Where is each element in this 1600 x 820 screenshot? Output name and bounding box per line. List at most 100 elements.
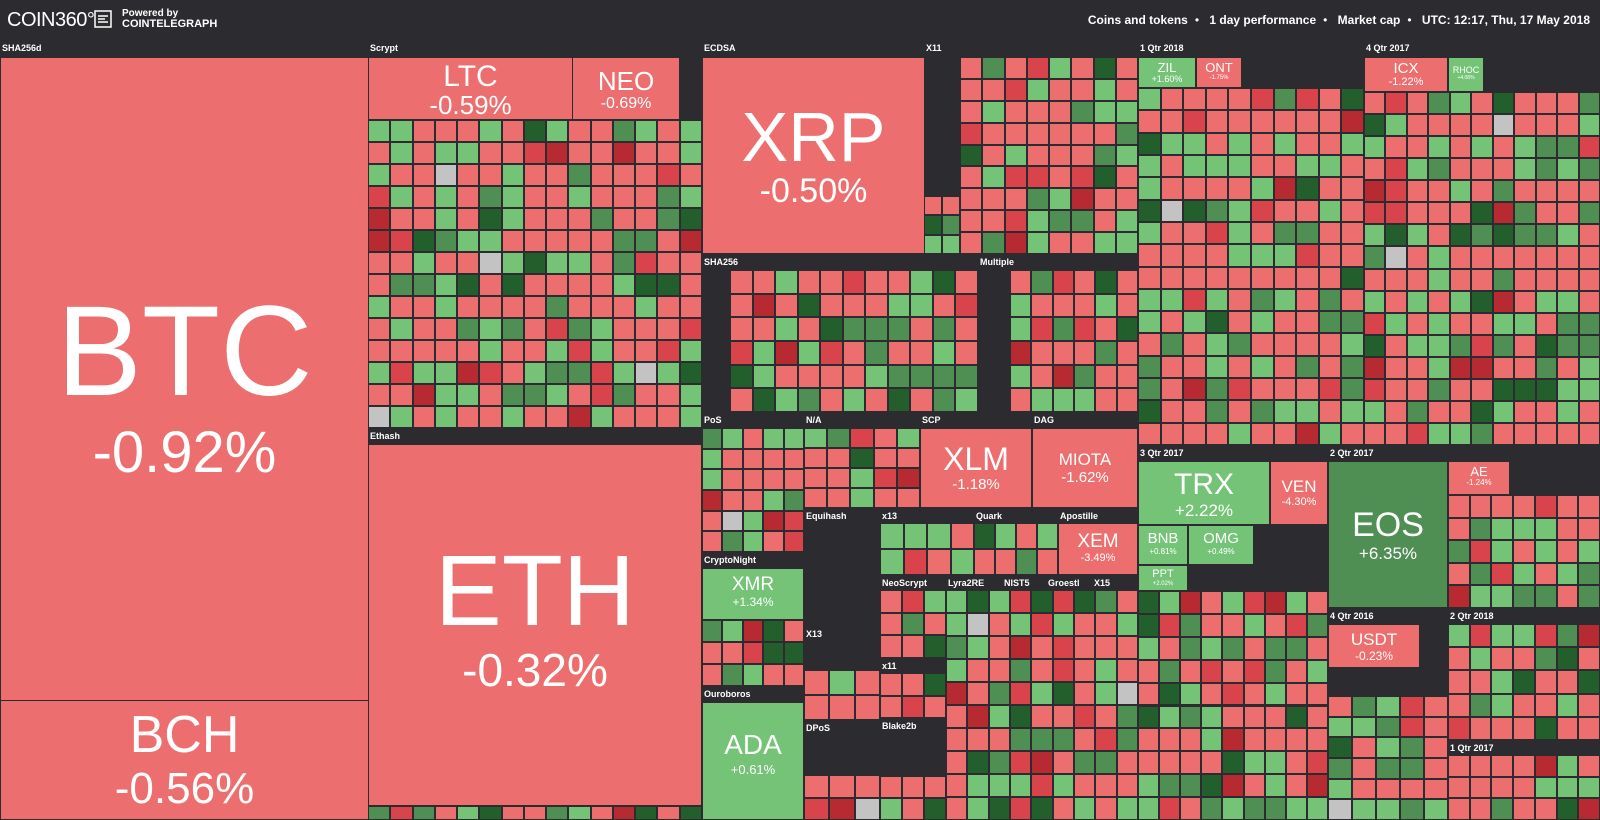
coin-cell[interactable]: [1469, 624, 1492, 648]
coin-cell[interactable]: [1074, 388, 1096, 412]
coin-cell[interactable]: [390, 274, 413, 296]
coin-cell[interactable]: [1201, 774, 1223, 798]
coin-cell[interactable]: [368, 406, 391, 428]
coin-cell[interactable]: [775, 388, 798, 412]
coin-cell[interactable]: [896, 448, 920, 468]
coin-cell[interactable]: [1341, 311, 1364, 334]
coin-cell[interactable]: [1031, 728, 1053, 751]
coin-cell[interactable]: [1448, 693, 1470, 717]
coin-cell[interactable]: [1535, 378, 1558, 401]
coin-cell[interactable]: [1115, 232, 1138, 254]
coin-cell[interactable]: [546, 384, 569, 406]
coin-cell[interactable]: [1228, 311, 1251, 334]
coin-cell[interactable]: [1471, 136, 1493, 159]
coin-cell[interactable]: [1514, 114, 1536, 137]
coin-cell[interactable]: [829, 797, 855, 820]
coin-cell[interactable]: [1534, 670, 1557, 694]
coin-cell[interactable]: [1296, 154, 1319, 178]
coin-cell[interactable]: [942, 196, 960, 216]
coin-cell[interactable]: [1471, 400, 1493, 423]
coin-cell[interactable]: [1180, 636, 1202, 660]
coin-cell[interactable]: [590, 340, 613, 362]
coin-cell[interactable]: [1159, 797, 1181, 820]
coin-cell[interactable]: [1205, 88, 1229, 111]
coin-cell[interactable]: [1205, 199, 1229, 222]
coin-cell[interactable]: [967, 636, 989, 659]
coin-cell[interactable]: [763, 469, 784, 490]
coin-cell[interactable]: [612, 208, 636, 230]
coin-cell[interactable]: [523, 806, 547, 820]
coin-cell[interactable]: [1243, 613, 1265, 637]
coin-cell[interactable]: [842, 364, 866, 389]
coin-cell[interactable]: [722, 490, 743, 511]
coin-cell[interactable]: [820, 388, 843, 412]
coin-cell[interactable]: [1049, 232, 1072, 254]
coin-cell[interactable]: [1095, 613, 1117, 636]
coin-cell[interactable]: [950, 549, 974, 575]
coin-tile-eth[interactable]: ETH -0.32%: [368, 444, 702, 806]
coin-cell[interactable]: [752, 341, 776, 365]
coin-cell[interactable]: [702, 620, 723, 642]
coin-cell[interactable]: [804, 797, 830, 820]
coin-cell[interactable]: [1491, 670, 1514, 694]
coin-cell[interactable]: [1201, 591, 1223, 614]
coin-cell[interactable]: [1264, 613, 1286, 637]
coin-cell[interactable]: [412, 186, 435, 208]
coin-cell[interactable]: [1264, 728, 1286, 752]
coin-cell[interactable]: [1492, 202, 1515, 225]
coin-cell[interactable]: [722, 469, 743, 490]
coin-cell[interactable]: [1364, 92, 1386, 115]
coin-cell[interactable]: [967, 705, 989, 728]
coin-cell[interactable]: [1535, 158, 1558, 181]
coin-cell[interactable]: [635, 318, 658, 340]
coin-cell[interactable]: [1251, 244, 1274, 267]
coin-cell[interactable]: [1491, 495, 1514, 518]
coin-cell[interactable]: [1318, 199, 1342, 222]
coin-cell[interactable]: [988, 613, 1010, 636]
coin-cell[interactable]: [368, 208, 391, 230]
coin-cell[interactable]: [1095, 590, 1117, 613]
coin-cell[interactable]: [1296, 378, 1319, 401]
coin-cell[interactable]: [1138, 311, 1161, 334]
coin-cell[interactable]: [1159, 591, 1181, 614]
coin-cell[interactable]: [702, 448, 723, 470]
coin-cell[interactable]: [1296, 333, 1319, 356]
coin-cell[interactable]: [1424, 737, 1448, 758]
coin-cell[interactable]: [1052, 705, 1074, 728]
coin-cell[interactable]: [827, 468, 851, 488]
coin-cell[interactable]: [1578, 585, 1600, 608]
coin-cell[interactable]: [880, 673, 902, 696]
coin-cell[interactable]: [1010, 705, 1032, 728]
coin-cell[interactable]: [1556, 495, 1579, 518]
coin-cell[interactable]: [1400, 758, 1424, 779]
coin-cell[interactable]: [742, 428, 764, 449]
coin-cell[interactable]: [1471, 158, 1493, 181]
coin-cell[interactable]: [955, 364, 978, 389]
coin-cell[interactable]: [1471, 378, 1493, 401]
coin-cell[interactable]: [730, 388, 753, 412]
coin-cell[interactable]: [1328, 758, 1352, 779]
coin-cell[interactable]: [1385, 312, 1407, 335]
coin-cell[interactable]: [1285, 728, 1307, 752]
coin-cell[interactable]: [1491, 798, 1514, 820]
coin-cell[interactable]: [1052, 659, 1074, 682]
coin-cell[interactable]: [1492, 224, 1515, 247]
coin-cell[interactable]: [635, 274, 658, 296]
coin-cell[interactable]: [501, 142, 524, 164]
coin-cell[interactable]: [1183, 288, 1206, 312]
coin-cell[interactable]: [501, 318, 524, 340]
coin-cell[interactable]: [946, 659, 968, 682]
coin-cell[interactable]: [1093, 144, 1116, 167]
coin-cell[interactable]: [1514, 400, 1536, 423]
coin-cell[interactable]: [1071, 78, 1094, 101]
coin-cell[interactable]: [1328, 799, 1352, 820]
coin-cell[interactable]: [523, 164, 547, 186]
coin-cell[interactable]: [1095, 293, 1117, 318]
coin-cell[interactable]: [1491, 517, 1514, 541]
coin-cell[interactable]: [523, 384, 547, 406]
coin-cell[interactable]: [1578, 136, 1600, 159]
coin-cell[interactable]: [827, 448, 851, 468]
coin-cell[interactable]: [1318, 132, 1342, 155]
coin-cell[interactable]: [1159, 774, 1181, 798]
coin-cell[interactable]: [657, 208, 680, 230]
